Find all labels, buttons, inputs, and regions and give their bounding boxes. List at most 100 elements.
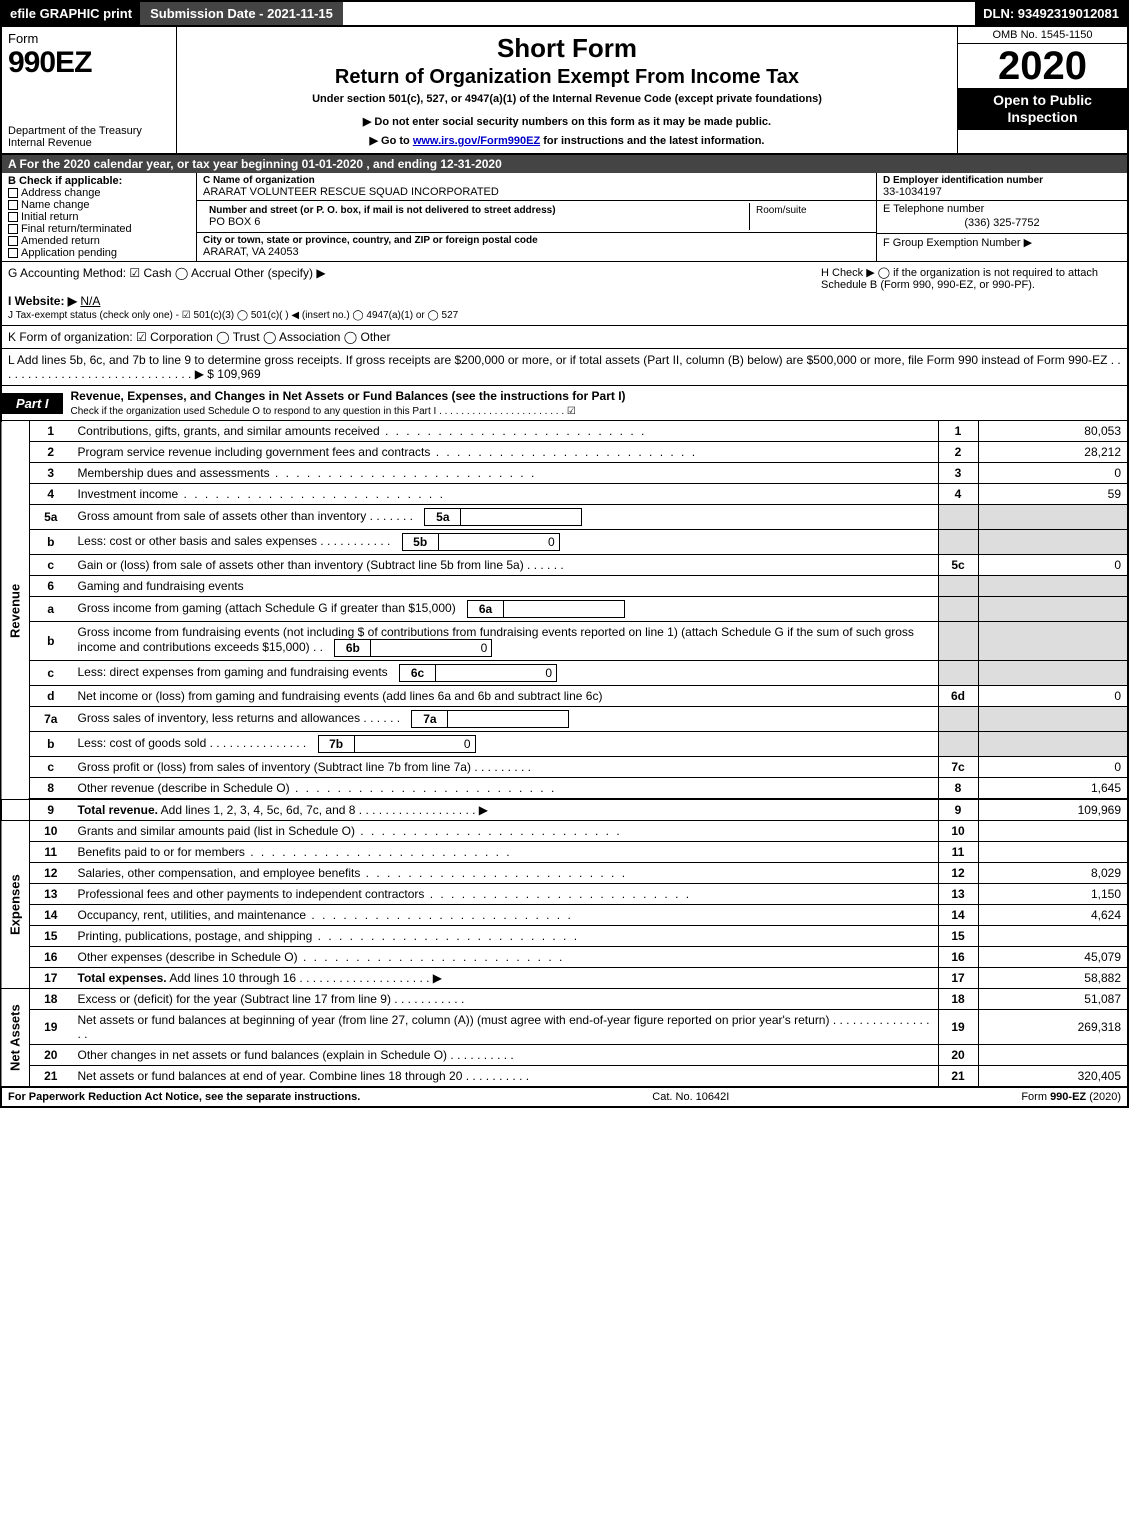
topbar-spacer (343, 2, 975, 25)
line-21: 21 Net assets or fund balances at end of… (1, 1066, 1128, 1087)
efile-print-label[interactable]: efile GRAPHIC print (2, 2, 140, 25)
c-address-label: Number and street (or P. O. box, if mail… (209, 205, 743, 216)
part1-title: Revenue, Expenses, and Changes in Net As… (63, 386, 1127, 420)
submission-date: Submission Date - 2021-11-15 (140, 2, 343, 25)
form-number: 990EZ (8, 46, 91, 79)
b-item-final[interactable]: Final return/terminated (8, 223, 190, 235)
d-ein-block: D Employer identification number 33-1034… (877, 173, 1127, 201)
do-not-enter: ▶ Do not enter social security numbers o… (185, 115, 949, 128)
line-13: 13 Professional fees and other payments … (1, 884, 1128, 905)
line-8: 8 Other revenue (describe in Schedule O)… (1, 778, 1128, 800)
goto-link[interactable]: www.irs.gov/Form990EZ (413, 135, 540, 147)
side-net-assets: Net Assets (1, 989, 30, 1087)
header-left: Form 990EZ Department of the Treasury In… (2, 27, 177, 153)
goto-line: ▶ Go to www.irs.gov/Form990EZ for instru… (185, 134, 949, 147)
b-item-pending[interactable]: Application pending (8, 247, 190, 259)
b-item-address[interactable]: Address change (8, 187, 190, 199)
b-item-amended[interactable]: Amended return (8, 235, 190, 247)
return-title: Return of Organization Exempt From Incom… (185, 66, 949, 89)
l-gross-receipts: L Add lines 5b, 6c, and 7b to line 9 to … (0, 349, 1129, 386)
internal-revenue: Internal Revenue (8, 137, 170, 149)
goto-post: for instructions and the latest informat… (543, 135, 764, 147)
line-14: 14 Occupancy, rent, utilities, and maint… (1, 905, 1128, 926)
line-5a: 5a Gross amount from sale of assets othe… (1, 505, 1128, 530)
page-footer: For Paperwork Reduction Act Notice, see … (0, 1087, 1129, 1108)
j-tax-exempt: J Tax-exempt status (check only one) - ☑… (8, 310, 1121, 321)
c-address-row: Number and street (or P. O. box, if mail… (197, 201, 876, 233)
line-12: 12 Salaries, other compensation, and emp… (1, 863, 1128, 884)
c-address-block: Number and street (or P. O. box, if mail… (203, 203, 750, 230)
line-5b: b Less: cost or other basis and sales ex… (1, 530, 1128, 555)
b-item-initial[interactable]: Initial return (8, 211, 190, 223)
d-ein-value: 33-1034197 (883, 186, 1121, 198)
e-phone-label: E Telephone number (883, 203, 1121, 215)
dln-label: DLN: 93492319012081 (975, 2, 1127, 25)
col-def: D Employer identification number 33-1034… (877, 173, 1127, 261)
line-6b: b Gross income from fundraising events (… (1, 622, 1128, 661)
line-6: 6 Gaming and fundraising events (1, 576, 1128, 597)
c-room-label: Room/suite (750, 203, 870, 230)
line-15: 15 Printing, publications, postage, and … (1, 926, 1128, 947)
tax-year: 2020 (958, 44, 1127, 88)
omb-number: OMB No. 1545-1150 (958, 27, 1127, 44)
line-7b: b Less: cost of goods sold . . . . . . .… (1, 732, 1128, 757)
c-city-value: ARARAT, VA 24053 (203, 246, 870, 258)
b-title: B Check if applicable: (8, 175, 190, 187)
c-city-block: City or town, state or province, country… (197, 233, 876, 260)
footer-mid: Cat. No. 10642I (652, 1091, 729, 1103)
part1-header: Part I Revenue, Expenses, and Changes in… (0, 386, 1129, 421)
e-phone-value: (336) 325-7752 (883, 215, 1121, 231)
c-address-value: PO BOX 6 (209, 216, 743, 228)
under-section: Under section 501(c), 527, or 4947(a)(1)… (185, 93, 949, 105)
col-b-check-applicable: B Check if applicable: Address change Na… (2, 173, 197, 261)
k-form-org: K Form of organization: ☑ Corporation ◯ … (0, 326, 1129, 349)
h-check: H Check ▶ ◯ if the organization is not r… (821, 266, 1121, 291)
d-ein-label: D Employer identification number (883, 175, 1121, 186)
row-a-tax-year: A For the 2020 calendar year, or tax yea… (0, 155, 1129, 173)
c-name-value: ARARAT VOLUNTEER RESCUE SQUAD INCORPORAT… (203, 186, 870, 198)
line-3: 3 Membership dues and assessments 3 0 (1, 463, 1128, 484)
line-17: 17 Total expenses. Add lines 10 through … (1, 968, 1128, 989)
top-bar: efile GRAPHIC print Submission Date - 20… (0, 0, 1129, 27)
form-word: Form (8, 31, 38, 46)
dept-treasury: Department of the Treasury (8, 125, 170, 137)
goto-pre: ▶ Go to (370, 135, 413, 147)
line-7c: c Gross profit or (loss) from sales of i… (1, 757, 1128, 778)
side-revenue: Revenue (1, 421, 30, 799)
line-16: 16 Other expenses (describe in Schedule … (1, 947, 1128, 968)
line-19: 19 Net assets or fund balances at beginn… (1, 1010, 1128, 1045)
line-6d: d Net income or (loss) from gaming and f… (1, 686, 1128, 707)
line-20: 20 Other changes in net assets or fund b… (1, 1045, 1128, 1066)
line-11: 11 Benefits paid to or for members 11 (1, 842, 1128, 863)
i-website: I Website: ▶ N/A (8, 294, 1121, 308)
line-6a: a Gross income from gaming (attach Sched… (1, 597, 1128, 622)
line-10: Expenses 10 Grants and similar amounts p… (1, 821, 1128, 842)
col-c-org-info: C Name of organization ARARAT VOLUNTEER … (197, 173, 877, 261)
footer-right: Form 990-EZ (2020) (1021, 1091, 1121, 1103)
header-center: Short Form Return of Organization Exempt… (177, 27, 957, 153)
open-to-public: Open to Public Inspection (958, 88, 1127, 130)
side-expenses: Expenses (1, 821, 30, 989)
line-4: 4 Investment income 4 59 (1, 484, 1128, 505)
line-6c: c Less: direct expenses from gaming and … (1, 661, 1128, 686)
part1-tab: Part I (2, 393, 63, 414)
c-name-block: C Name of organization ARARAT VOLUNTEER … (197, 173, 876, 201)
info-ghijkl: H Check ▶ ◯ if the organization is not r… (0, 262, 1129, 326)
short-form-title: Short Form (185, 33, 949, 64)
header-right: OMB No. 1545-1150 2020 Open to Public In… (957, 27, 1127, 153)
e-phone-block: E Telephone number (336) 325-7752 (877, 201, 1127, 234)
line-5c: c Gain or (loss) from sale of assets oth… (1, 555, 1128, 576)
c-name-label: C Name of organization (203, 175, 870, 186)
line-1: Revenue 1 Contributions, gifts, grants, … (1, 421, 1128, 442)
lines-table: Revenue 1 Contributions, gifts, grants, … (0, 421, 1129, 1087)
c-city-label: City or town, state or province, country… (203, 235, 870, 246)
i-website-value: N/A (80, 294, 100, 308)
b-item-name[interactable]: Name change (8, 199, 190, 211)
line-9: 9 Total revenue. Add lines 1, 2, 3, 4, 5… (1, 799, 1128, 821)
form-header: Form 990EZ Department of the Treasury In… (0, 27, 1129, 155)
section-bcdef: B Check if applicable: Address change Na… (0, 173, 1129, 262)
footer-left: For Paperwork Reduction Act Notice, see … (8, 1091, 360, 1103)
f-group-exemption: F Group Exemption Number ▶ (877, 234, 1127, 251)
part1-check-line: Check if the organization used Schedule … (71, 406, 576, 417)
line-18: Net Assets 18 Excess or (deficit) for th… (1, 989, 1128, 1010)
